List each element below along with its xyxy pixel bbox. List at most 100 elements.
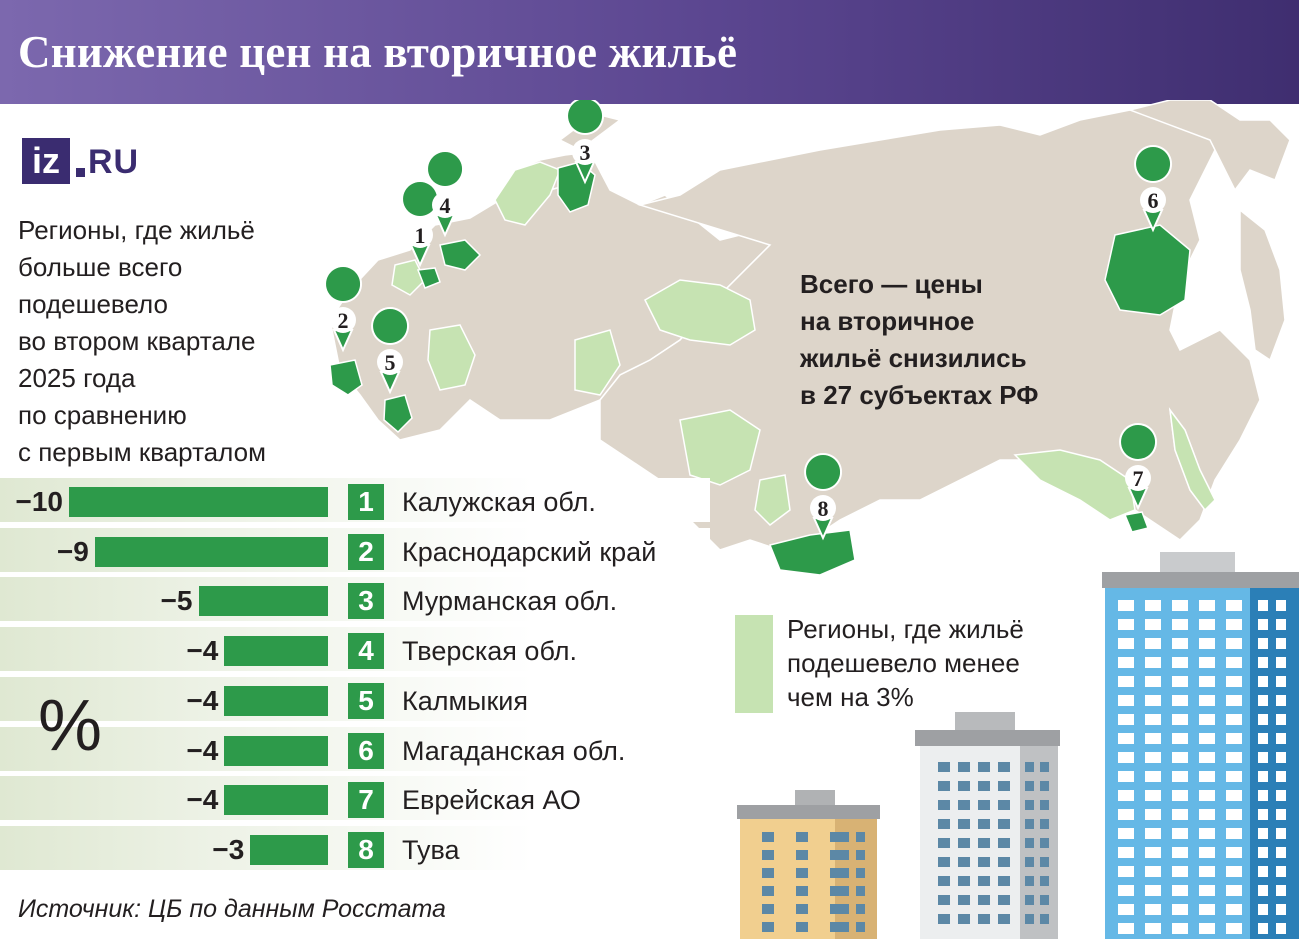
bar-chart: −10 1 Калужская обл. −9 2 Краснодарский край −… bbox=[0, 478, 720, 882]
building-window bbox=[1258, 847, 1268, 858]
building-window bbox=[856, 850, 865, 860]
building-window bbox=[1258, 695, 1268, 706]
building-window bbox=[796, 904, 808, 914]
map-region-light-siberia2 bbox=[574, 329, 621, 396]
bar-value-label: −4 bbox=[186, 734, 219, 766]
building-window bbox=[1118, 714, 1134, 725]
buildings-illustration bbox=[737, 552, 1299, 939]
building-window bbox=[1226, 847, 1242, 858]
building-window bbox=[762, 868, 774, 878]
map-region-light-altai bbox=[679, 409, 761, 486]
building-window bbox=[830, 832, 842, 842]
building-window bbox=[1118, 885, 1134, 896]
building-window bbox=[1172, 847, 1188, 858]
building-window bbox=[1258, 714, 1268, 725]
rank-badge: 3 bbox=[348, 583, 384, 620]
bar-value-label: −4 bbox=[186, 784, 219, 816]
building-window bbox=[1145, 695, 1161, 706]
building-window bbox=[1199, 828, 1215, 839]
building-window bbox=[1172, 809, 1188, 820]
building-window bbox=[938, 876, 950, 886]
building-window bbox=[1145, 771, 1161, 782]
building-window bbox=[978, 895, 990, 905]
building-window bbox=[1172, 828, 1188, 839]
building-window bbox=[1040, 857, 1049, 867]
building-window bbox=[1199, 809, 1215, 820]
category-label: Еврейская АО bbox=[402, 785, 581, 816]
building-window bbox=[1258, 600, 1268, 611]
building-window bbox=[1226, 752, 1242, 763]
bar bbox=[224, 636, 328, 667]
building-window bbox=[1172, 866, 1188, 877]
map-markers: 1 2 3 4 5 6 bbox=[324, 100, 1173, 541]
building-window bbox=[830, 904, 842, 914]
building-window bbox=[938, 781, 950, 791]
bar-value-label: −3 bbox=[212, 833, 245, 865]
building-window bbox=[938, 857, 950, 867]
building-window bbox=[1199, 676, 1215, 687]
building-window bbox=[1276, 923, 1286, 934]
building-window bbox=[1226, 809, 1242, 820]
building-window bbox=[1199, 904, 1215, 915]
building-window bbox=[1199, 847, 1215, 858]
building-window bbox=[1276, 657, 1286, 668]
legend-swatch-light-green bbox=[735, 615, 773, 713]
building-window bbox=[1172, 790, 1188, 801]
building-window bbox=[938, 895, 950, 905]
subtitle-line: больше всего bbox=[18, 252, 183, 282]
building-window bbox=[958, 800, 970, 810]
building-window bbox=[1258, 904, 1268, 915]
building-window bbox=[1040, 895, 1049, 905]
map-region-krasnodar bbox=[329, 359, 363, 396]
building-window bbox=[856, 886, 865, 896]
source-note: Источник: ЦБ по данным Росстата bbox=[18, 895, 446, 923]
building-window bbox=[1226, 638, 1242, 649]
building-window bbox=[938, 800, 950, 810]
map-marker: 1 bbox=[401, 180, 440, 268]
building-window bbox=[1145, 600, 1161, 611]
building-window bbox=[1226, 676, 1242, 687]
building-window bbox=[1172, 885, 1188, 896]
building-window bbox=[840, 868, 849, 878]
map-region-light-east bbox=[1013, 449, 1136, 521]
subtitle-line: 2025 года bbox=[18, 363, 136, 393]
building-window bbox=[1172, 695, 1188, 706]
map-marker-label: 7 bbox=[1133, 466, 1144, 491]
building-window bbox=[1145, 904, 1161, 915]
rank-badge: 8 bbox=[348, 831, 384, 868]
building-window bbox=[1276, 904, 1286, 915]
building-window bbox=[840, 922, 849, 932]
building-window bbox=[978, 819, 990, 829]
subtitle-line: подешевело bbox=[18, 289, 168, 319]
map-region-magadan bbox=[1104, 224, 1191, 316]
header-banner: Снижение цен на вторичное жильё bbox=[0, 0, 1299, 104]
building-window bbox=[830, 850, 842, 860]
building-window bbox=[856, 922, 865, 932]
building-window bbox=[1199, 619, 1215, 630]
building-window bbox=[796, 850, 808, 860]
map-region-light-karelia bbox=[494, 161, 561, 226]
building-window bbox=[1145, 790, 1161, 801]
building-window bbox=[1258, 923, 1268, 934]
map-light-regions bbox=[391, 161, 1216, 526]
bar bbox=[250, 834, 328, 865]
building-window bbox=[1276, 828, 1286, 839]
building-window bbox=[1276, 847, 1286, 858]
logo-mark: iz bbox=[22, 138, 70, 184]
building-window bbox=[1040, 914, 1049, 924]
building-window bbox=[958, 838, 970, 848]
logo-dot bbox=[76, 168, 85, 177]
building-window bbox=[762, 904, 774, 914]
building-window bbox=[1276, 885, 1286, 896]
building-window bbox=[1040, 781, 1049, 791]
legend-line: Регионы, где жильё bbox=[787, 614, 1024, 644]
building-window bbox=[1226, 885, 1242, 896]
building-window bbox=[1145, 828, 1161, 839]
building-window bbox=[1145, 638, 1161, 649]
building-window bbox=[998, 914, 1010, 924]
building-window bbox=[1258, 733, 1268, 744]
building-window bbox=[1118, 695, 1134, 706]
building-window bbox=[958, 781, 970, 791]
map-region-chukotka bbox=[1127, 100, 1291, 192]
map-marker: 6 bbox=[1134, 145, 1173, 233]
